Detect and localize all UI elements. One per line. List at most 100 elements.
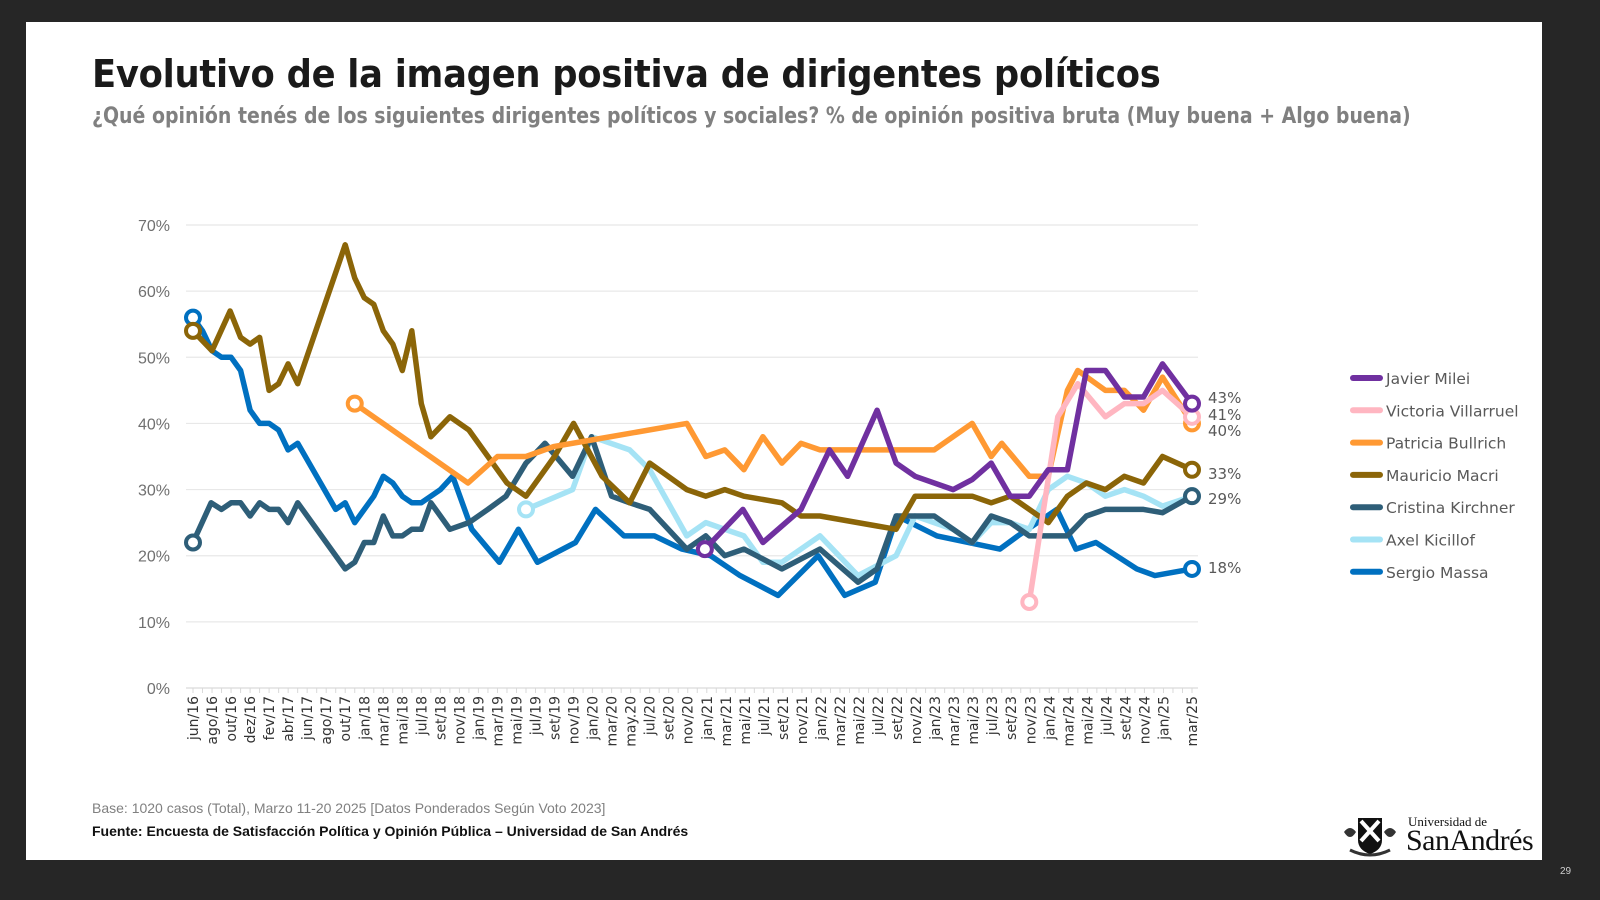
y-tick-label: 40% [138, 416, 170, 433]
logo-small-text: Universidad de [1408, 814, 1488, 829]
series-patricia-bullrich [345, 367, 1201, 486]
base-note: Base: 1020 casos (Total), Marzo 11-20 20… [92, 800, 606, 816]
x-tick-label: nov/24 [1137, 696, 1153, 744]
y-tick-label: 50% [138, 350, 170, 367]
legend-item: Victoria Villarruel [1350, 402, 1519, 420]
x-tick-label: mai/21 [738, 696, 754, 745]
y-tick-label: 30% [138, 483, 170, 500]
end-marker [1183, 487, 1201, 506]
x-tick-label: set/24 [1118, 696, 1134, 740]
x-tick-label: mar/20 [605, 696, 621, 747]
legend-item: Mauricio Macri [1350, 467, 1499, 485]
chart-title: Evolutivo de la imagen positiva de dirig… [92, 52, 1161, 96]
end-marker [1183, 559, 1201, 578]
x-tick-label: mai/18 [395, 696, 411, 745]
x-tick-label: ago/16 [205, 696, 221, 745]
x-tick-label: jan/22 [814, 696, 830, 741]
slide: Evolutivo de la imagen positiva de dirig… [26, 22, 1542, 860]
start-marker [184, 321, 202, 340]
x-axis: jun/16 ago/16 out/16 dez/16 fev/17 abr/17 jun/… [186, 688, 1201, 747]
x-tick-label: set/23 [1004, 696, 1020, 740]
x-tick-label: jul/19 [529, 696, 545, 736]
start-marker [184, 533, 202, 552]
x-tick-label: jul/22 [871, 696, 887, 736]
x-tick-label: jun/17 [300, 696, 316, 741]
x-tick-label: fev/17 [262, 696, 278, 740]
x-tick-label: mar/24 [1061, 696, 1077, 747]
y-tick-label: 20% [138, 549, 170, 566]
x-tick-label: mar/19 [490, 696, 506, 747]
end-value-label: 40% [1208, 422, 1241, 440]
x-tick-label: jun/16 [186, 696, 202, 741]
series-line [1026, 380, 1195, 605]
series-line [190, 314, 1195, 599]
end-value-label: 43% [1208, 389, 1241, 407]
legend-label: Cristina Kirchner [1386, 499, 1515, 517]
page-number: 29 [1560, 866, 1572, 877]
series-line [190, 242, 1195, 533]
end-value-label: 33% [1208, 465, 1241, 483]
legend-item: Sergio Massa [1350, 564, 1489, 582]
logo-big-text: SanAndrés [1406, 824, 1534, 857]
end-labels: 43%41%40% 33% 29% 18% [1208, 389, 1241, 577]
x-tick-label: set/20 [662, 696, 678, 740]
x-tick-label: jan/21 [700, 696, 716, 741]
x-tick-label: nov/22 [909, 696, 925, 744]
x-tick-label: mai/24 [1080, 696, 1096, 745]
university-logo: Universidad de SanAndrés [1340, 810, 1550, 866]
series-line [190, 433, 1195, 585]
legend-label: Javier Milei [1385, 370, 1470, 388]
series-line [523, 433, 1195, 579]
x-tick-label: out/16 [224, 696, 240, 742]
x-tick-label: jul/21 [757, 696, 773, 736]
x-tick-label: set/19 [548, 696, 564, 740]
x-tick-label: set/21 [776, 696, 792, 740]
x-tick-label: jul/20 [643, 696, 659, 736]
start-marker [695, 540, 714, 559]
legend-label: Victoria Villarruel [1386, 402, 1519, 420]
series-javier-milei [695, 361, 1201, 559]
end-marker [1183, 460, 1201, 479]
legend-item: Axel Kicillof [1350, 532, 1475, 550]
x-tick-label: nov/23 [1023, 696, 1039, 744]
legend-item: Javier Milei [1350, 370, 1470, 388]
series-mauricio-macri [184, 242, 1201, 533]
x-tick-label: jan/18 [357, 696, 373, 741]
x-tick-label: mar/22 [833, 696, 849, 747]
x-tick-label: mar/21 [719, 696, 735, 747]
legend-label: Axel Kicillof [1386, 532, 1475, 550]
x-tick-label: dez/16 [243, 696, 259, 743]
x-tick-label: out/17 [338, 696, 354, 741]
crest-icon [1344, 818, 1396, 857]
legend: Javier Milei Victoria Villarruel Patricia … [1350, 370, 1519, 582]
y-tick-label: 70% [138, 218, 170, 235]
x-tick-label: mai/22 [852, 696, 868, 745]
series-sergio-massa [184, 308, 1201, 599]
x-tick-label: nov/20 [681, 696, 697, 744]
x-tick-label: mar/18 [376, 696, 392, 747]
series-cristina-kirchner [184, 433, 1201, 585]
y-tick-label: 60% [138, 284, 170, 301]
x-tick-label: jul/18 [414, 696, 430, 736]
series-victoria-villarruel [1020, 380, 1201, 612]
legend-label: Patricia Bullrich [1386, 435, 1506, 453]
x-tick-label: jan/20 [586, 696, 602, 741]
grid [186, 224, 1198, 689]
legend-label: Mauricio Macri [1386, 467, 1499, 485]
x-tick-label: nov/18 [452, 696, 468, 744]
legend-label: Sergio Massa [1386, 564, 1489, 582]
chart-subtitle: ¿Qué opinión tenés de los siguientes dir… [92, 104, 1411, 129]
end-value-label: 18% [1208, 559, 1241, 577]
x-tick-label: mai/19 [509, 696, 525, 745]
x-tick-label: abr/17 [281, 696, 297, 742]
y-axis: 0% 10% 20% 30% 40% 50% 60% 70% [138, 218, 170, 698]
x-tick-label: jan/25 [1156, 696, 1172, 741]
start-marker [1020, 593, 1039, 612]
x-tick-label: set/22 [890, 696, 906, 740]
x-tick-label: mar/25 [1185, 696, 1201, 747]
x-tick-label: jan/24 [1042, 696, 1058, 741]
x-tick-label: may.20 [624, 696, 640, 747]
series-line [702, 361, 1195, 552]
x-tick-label: mai/23 [966, 696, 982, 745]
